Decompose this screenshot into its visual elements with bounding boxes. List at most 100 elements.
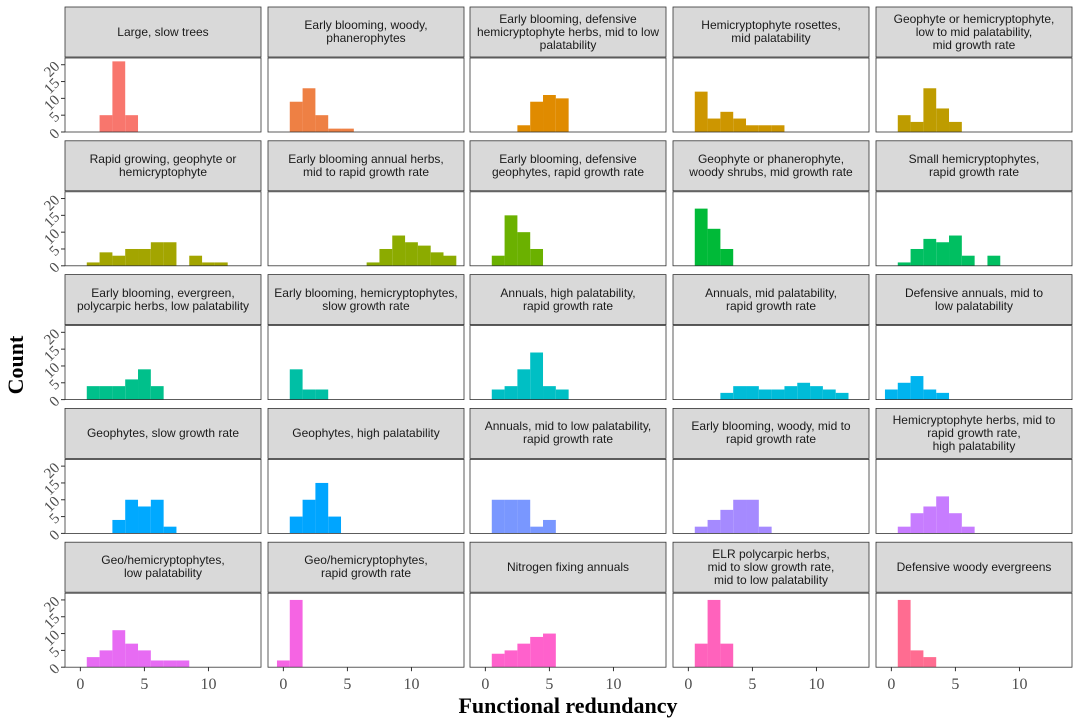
bar (810, 386, 823, 400)
bar (543, 519, 556, 534)
bar (961, 255, 975, 266)
bar (707, 599, 721, 668)
bar (530, 101, 544, 132)
strip-background (672, 6, 870, 58)
bar (822, 389, 836, 400)
panel-border (64, 592, 262, 668)
bar (746, 499, 759, 534)
bar (910, 513, 924, 534)
panel-border (875, 57, 1073, 133)
strip-background (267, 407, 465, 459)
bar (720, 392, 734, 400)
strip-background (469, 407, 667, 459)
bar (771, 389, 785, 400)
panel-border (875, 191, 1073, 267)
bar (189, 255, 203, 266)
bar (694, 526, 708, 534)
bar (936, 108, 950, 132)
strip-background (672, 140, 870, 192)
panel-border (267, 458, 465, 534)
panel-border (469, 592, 667, 668)
strip-background (267, 541, 465, 593)
bar (276, 660, 290, 668)
panel-title: Early blooming, woody, phanerophytes (304, 18, 428, 45)
bar (163, 242, 177, 266)
bar (543, 633, 556, 668)
strip-background (875, 140, 1073, 192)
strip-background (875, 407, 1073, 459)
panel-title: Defensive annuals, mid to low palatabili… (904, 285, 1044, 313)
strip-background (64, 140, 262, 192)
bar (897, 262, 911, 266)
strip-background (672, 274, 870, 326)
bar (530, 352, 544, 400)
panel-title: Geophytes, high palatability (292, 425, 440, 440)
bar (125, 115, 139, 132)
bar (491, 389, 505, 400)
bar (491, 255, 505, 266)
strip-background (64, 541, 262, 593)
x-tick-label: 5 (140, 676, 148, 693)
bar (504, 386, 518, 400)
y-tick-label: 0 (47, 661, 64, 678)
strip-background (875, 274, 1073, 326)
bar (961, 526, 975, 534)
bar (835, 392, 849, 400)
panel-border (267, 592, 465, 668)
panel-title: ELR polycarpic herbs, mid to slow growth… (707, 546, 835, 587)
bar (430, 252, 444, 266)
strip-background (469, 6, 667, 58)
bar (897, 526, 911, 534)
y-tick-label: 0 (47, 126, 64, 143)
panel-title: Rapid growing, geophyte or hemicryptophy… (89, 151, 237, 179)
x-axis-title: Functional redundancy (458, 693, 677, 718)
bar (758, 125, 772, 132)
bar (289, 369, 303, 400)
bar (302, 499, 316, 534)
bar (897, 382, 911, 400)
panel-title: Early blooming annual herbs, mid to rapi… (288, 151, 444, 179)
strip-background (875, 6, 1073, 58)
bar (530, 526, 544, 534)
bar (99, 650, 113, 668)
x-tick-label: 0 (279, 676, 287, 693)
x-tick-label: 10 (605, 676, 621, 693)
panel-border (469, 458, 667, 534)
bar (923, 506, 937, 534)
bar (125, 248, 139, 266)
strip-background (267, 6, 465, 58)
bar (936, 392, 950, 400)
bar (125, 379, 139, 400)
bar (923, 389, 937, 400)
bar (720, 643, 734, 668)
strip-background (64, 407, 262, 459)
bar (771, 125, 785, 132)
bar (517, 125, 531, 132)
panel-border (469, 57, 667, 133)
bar (720, 509, 734, 534)
bar (341, 128, 354, 132)
bar (302, 389, 316, 400)
bar (289, 101, 303, 132)
bar (923, 657, 937, 668)
bar (289, 516, 303, 534)
panel-title: Small hemicryptophytes, rapid growth rat… (908, 151, 1040, 179)
bar (315, 482, 329, 534)
panel-border (64, 325, 262, 401)
strip-background (469, 274, 667, 326)
bar (517, 499, 531, 534)
strip-background (64, 274, 262, 326)
y-axis-title: Count (3, 335, 28, 394)
x-tick-label: 0 (481, 676, 489, 693)
bar (543, 95, 556, 132)
x-tick-label: 5 (951, 676, 959, 693)
strip-background (64, 6, 262, 58)
bar (707, 519, 721, 534)
panel-title: Geo/hemicryptophytes, rapid growth rate (304, 553, 428, 581)
bar (112, 61, 126, 133)
panel-border (64, 458, 262, 534)
panel-border (875, 325, 1073, 401)
bar (315, 115, 329, 132)
bar (746, 386, 759, 400)
bar (936, 496, 950, 534)
